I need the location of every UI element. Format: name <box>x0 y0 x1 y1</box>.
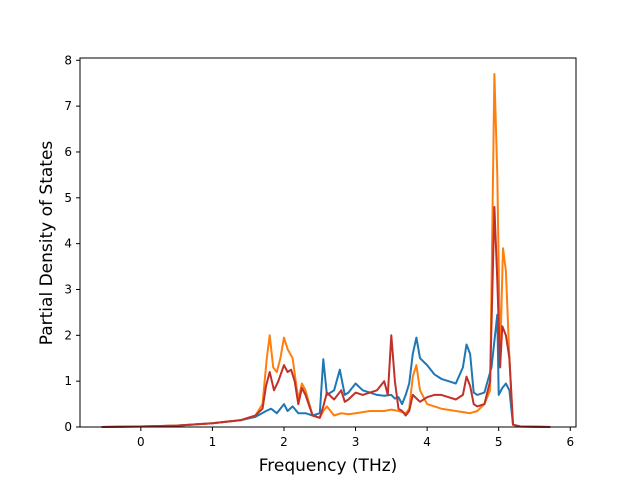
y-tick-label: 5 <box>64 191 72 205</box>
y-tick-label: 4 <box>64 237 72 251</box>
y-axis-ticks: 0 1 2 3 4 5 6 7 8 <box>64 53 80 434</box>
x-axis-label: Frequency (THz) <box>259 456 398 476</box>
x-axis-ticks: 0 1 2 3 4 5 6 <box>137 427 574 449</box>
y-axis-label: Partial Density of States <box>37 141 57 346</box>
x-tick-label: 2 <box>280 435 288 449</box>
x-tick-label: 6 <box>566 435 574 449</box>
y-tick-label: 0 <box>64 420 72 434</box>
y-tick-label: 6 <box>64 145 72 159</box>
series-line-3 <box>101 206 551 428</box>
y-tick-label: 1 <box>64 374 72 388</box>
x-tick-label: 4 <box>423 435 431 449</box>
x-tick-label: 1 <box>209 435 217 449</box>
y-tick-label: 8 <box>64 53 72 67</box>
y-tick-label: 2 <box>64 328 72 342</box>
x-tick-label: 5 <box>495 435 503 449</box>
x-tick-label: 3 <box>352 435 360 449</box>
y-tick-label: 3 <box>64 282 72 296</box>
x-tick-label: 0 <box>137 435 145 449</box>
y-tick-label: 7 <box>64 99 72 113</box>
series-line-2 <box>101 73 551 428</box>
series-layer <box>101 73 551 428</box>
plot-frame <box>79 57 577 428</box>
series-line-1 <box>101 313 551 428</box>
